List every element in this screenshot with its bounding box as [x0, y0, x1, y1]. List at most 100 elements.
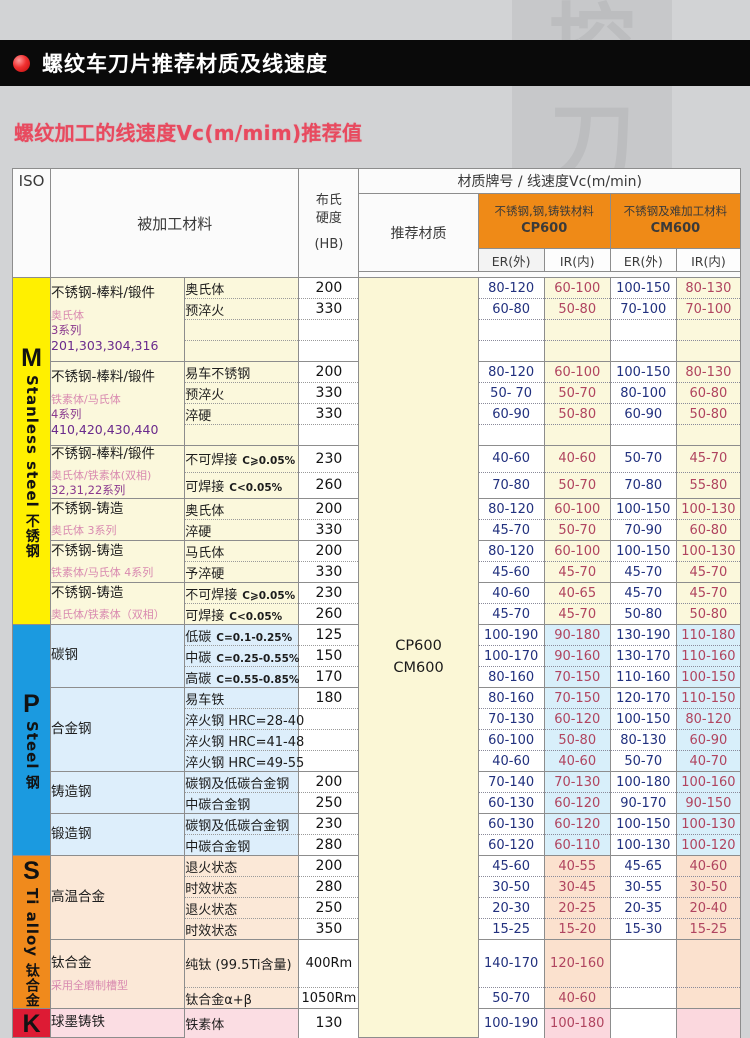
material-name-cell: 球墨铸铁	[50, 1008, 186, 1038]
speed-ir-cm600: 45-70	[675, 445, 742, 473]
condition-cell: 可焊接 C<0.05%	[184, 471, 300, 499]
condition-label: 不可焊接	[185, 587, 238, 603]
iso-group-label: Ti alloy 钛合金	[22, 888, 41, 1009]
condition-label: 奥氏体	[185, 503, 225, 519]
condition-cell: 可焊接 C<0.05%	[184, 603, 300, 625]
condition-spec: C=0.55-0.85%	[216, 673, 300, 686]
speed-er-cp600: 80-120	[477, 540, 545, 562]
speed-ir-cm600: 80-130	[675, 277, 742, 299]
condition-cell: 铁素体	[184, 1008, 300, 1038]
speed-ir-cm600: 100-130	[675, 498, 742, 520]
speed-ir-cp600: 60-120	[543, 792, 611, 814]
speed-ir-cp600: 50-80	[543, 403, 611, 425]
speed-er-cp600: 80-120	[477, 361, 545, 383]
speed-ir-cm600	[675, 987, 742, 1009]
speed-er-cp600: 45-70	[477, 519, 545, 541]
speed-er-cp600: 80-120	[477, 498, 545, 520]
hardness-value	[298, 729, 360, 751]
condition-cell: 中碳合金钢	[184, 792, 300, 814]
speed-ir-cm600: 60-80	[675, 382, 742, 404]
condition-label: 碳钢及低碳合金钢	[185, 818, 290, 834]
material-title: 铸造钢	[51, 783, 92, 800]
speed-ir-cp600: 60-110	[543, 834, 611, 856]
speed-er-cm600: 30-55	[609, 876, 677, 898]
speed-er-cp600: 50-70	[477, 987, 545, 1009]
speed-ir-cm600: 100-150	[675, 666, 742, 688]
recommended-grade-cell: CP600 CM600	[358, 276, 479, 1038]
material-title: 锻造钢	[51, 825, 92, 842]
hardness-value	[298, 340, 360, 362]
speed-ir-cp600: 50-80	[543, 298, 611, 320]
speed-ir-cp600: 90-160	[543, 645, 611, 667]
material-title: 不锈钢-棒料/锻件	[51, 285, 155, 302]
iso-letter: S	[23, 857, 40, 886]
hardness-value: 130	[298, 1008, 360, 1038]
condition-cell: 碳钢及低碳合金钢	[184, 771, 300, 793]
iso-group-m: M Stanless steel 不锈钢	[11, 276, 52, 626]
speed-er-cp600: 70-130	[477, 708, 545, 730]
speed-er-cm600: 20-35	[609, 897, 677, 919]
condition-cell: 奥氏体	[184, 277, 300, 299]
speed-ir-cm600: 100-130	[675, 813, 742, 835]
speed-er-cm600: 90-170	[609, 792, 677, 814]
condition-cell	[184, 424, 300, 446]
hardness-value: 230	[298, 813, 360, 835]
condition-label: 可焊接	[185, 608, 225, 624]
speed-ir-cm600: 80-120	[675, 708, 742, 730]
speed-ir-cp600: 50-70	[543, 382, 611, 404]
condition-spec: C<0.05%	[229, 481, 283, 494]
condition-cell: 中碳 C=0.25-0.55%	[184, 645, 299, 667]
iso-group-s: S Ti alloy 钛合金	[11, 855, 52, 1010]
condition-cell	[184, 340, 300, 362]
speed-ir-cp600: 60-120	[543, 708, 611, 730]
speed-er-cm600: 80-100	[609, 382, 677, 404]
hardness-value	[298, 424, 360, 446]
speed-ir-cp600	[543, 340, 611, 362]
iso-letter: P	[23, 690, 40, 719]
speed-er-cm600: 70-80	[609, 471, 677, 499]
iso-letter: M	[21, 344, 42, 373]
speed-ir-cm600: 60-80	[675, 519, 742, 541]
speed-ir-cp600: 45-70	[543, 561, 611, 583]
speed-ir-cm600: 15-25	[675, 918, 742, 940]
speed-ir-cm600	[675, 319, 742, 341]
speed-ir-cm600: 70-100	[675, 298, 742, 320]
condition-label: 淬火钢 HRC=41-48	[185, 734, 305, 750]
hardness-value: 330	[298, 382, 360, 404]
hardness-value: 250	[298, 792, 360, 814]
page-title-bar: 螺纹车刀片推荐材质及线速度	[0, 40, 750, 86]
speed-er-cp600: 140-170	[477, 939, 545, 988]
speed-ir-cm600	[675, 424, 742, 446]
speed-ir-cp600: 60-100	[543, 277, 611, 299]
condition-label: 时效状态	[185, 923, 238, 939]
speed-er-cp600	[477, 424, 545, 446]
iso-group-label: Stanless steel 不锈钢	[22, 375, 41, 559]
speed-ir-cm600: 40-60	[675, 855, 742, 877]
material-title: 不锈钢-铸造	[51, 542, 124, 559]
hardness-value	[298, 708, 360, 730]
condition-spec: C=0.1-0.25%	[216, 631, 293, 644]
speed-er-cp600: 45-60	[477, 855, 545, 877]
condition-spec: C<0.05%	[229, 610, 283, 623]
material-title: 钛合金	[51, 955, 92, 972]
speed-ir-cp600: 60-100	[543, 540, 611, 562]
material-sub1: 铁素体/马氏体 4系列	[51, 566, 154, 580]
hardness-value: 330	[298, 403, 360, 425]
hardness-value: 230	[298, 582, 360, 604]
condition-label: 予淬硬	[185, 566, 225, 582]
material-title: 不锈钢-铸造	[51, 584, 124, 601]
speed-ir-cm600: 60-90	[675, 729, 742, 751]
speed-er-cm600: 45-70	[609, 582, 677, 604]
speed-ir-cm600: 100-160	[675, 771, 742, 793]
condition-label: 碳钢及低碳合金钢	[185, 776, 290, 792]
condition-cell: 高碳 C=0.55-0.85%	[184, 666, 300, 688]
speed-ir-cm600: 110-150	[675, 687, 742, 709]
iso-group-p: P Steel 钢	[11, 624, 52, 857]
hardness-value: 200	[298, 540, 360, 562]
speed-er-cm600: 130-190	[609, 624, 677, 646]
condition-cell: 纯钛 (99.5Ti含量)	[184, 939, 300, 988]
material-sub1: 铁素体/马氏体	[51, 392, 121, 406]
condition-cell: 奥氏体	[184, 498, 300, 520]
speed-er-cm600: 100-150	[609, 813, 677, 835]
material-name-cell: 不锈钢-铸造 奥氏体 3系列	[50, 498, 186, 542]
